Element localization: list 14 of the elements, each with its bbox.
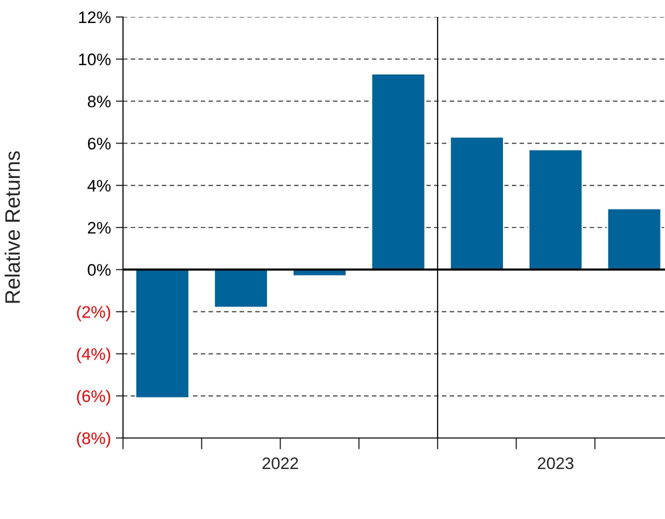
- y-tick-label: (8%): [77, 432, 110, 448]
- y-tick-label: 12%: [79, 11, 111, 24]
- y-tick-label: (4%): [77, 348, 110, 364]
- y-tick-label: 8%: [88, 96, 111, 108]
- y-tick-label: (6%): [77, 390, 110, 406]
- text: 2023: [538, 457, 574, 470]
- y-axis-title: Relative Returns: [4, 151, 20, 303]
- text: 2022: [262, 457, 298, 470]
- y-tick-label: 2%: [88, 222, 111, 234]
- y-tick-label: 0%: [88, 264, 111, 276]
- y-tick-label: (2%): [77, 306, 110, 322]
- y-tick-label: 4%: [87, 180, 111, 192]
- y-tick-label: 6%: [88, 138, 111, 150]
- y-tick-label: 10%: [79, 54, 111, 66]
